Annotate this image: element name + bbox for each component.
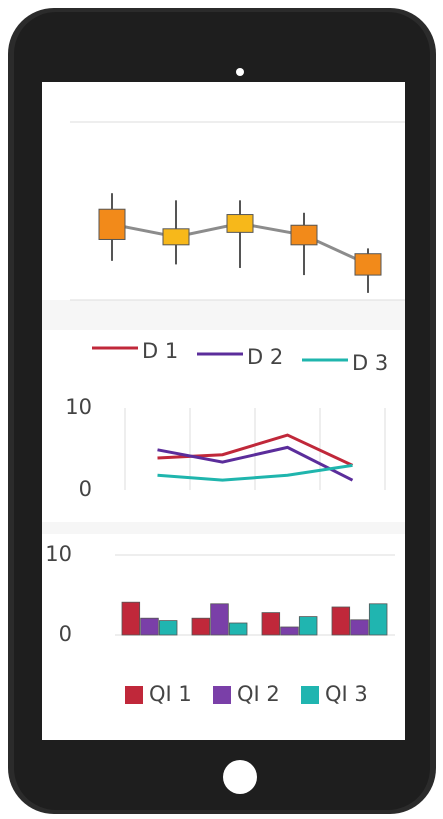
series-line	[157, 445, 354, 482]
legend-label: D 2	[247, 345, 283, 369]
bar	[191, 617, 211, 636]
bar	[331, 606, 351, 636]
legend-swatch	[213, 686, 231, 704]
bar	[368, 603, 388, 636]
legend-swatch	[301, 686, 319, 704]
bar	[280, 626, 299, 636]
candle-body	[226, 214, 254, 233]
candle-body	[354, 253, 382, 276]
y-tick-label: 0	[59, 622, 72, 646]
y-tick-label: 10	[65, 395, 92, 419]
legend-label: D 3	[352, 351, 388, 375]
bar	[350, 619, 369, 636]
bar	[121, 601, 141, 636]
y-tick-label: 0	[79, 477, 92, 501]
legend-swatch	[125, 686, 143, 704]
screen	[42, 82, 405, 740]
legend-label: D 1	[142, 339, 178, 363]
bar	[298, 616, 318, 636]
screen-band	[42, 522, 405, 534]
y-tick-label: 10	[45, 542, 72, 566]
home-button[interactable]	[223, 760, 257, 794]
series-line	[157, 463, 353, 482]
legend-label: QI 1	[149, 682, 192, 706]
camera	[236, 68, 244, 76]
bar	[261, 612, 281, 636]
bar	[140, 617, 159, 636]
bar	[158, 620, 178, 636]
bar	[228, 622, 248, 636]
legend-label: QI 3	[325, 682, 368, 706]
bar	[210, 603, 229, 636]
candle-body	[290, 224, 318, 246]
legend-label: QI 2	[237, 682, 280, 706]
candle-body	[98, 208, 126, 240]
candle-body	[162, 228, 190, 246]
screen-band	[42, 300, 405, 330]
